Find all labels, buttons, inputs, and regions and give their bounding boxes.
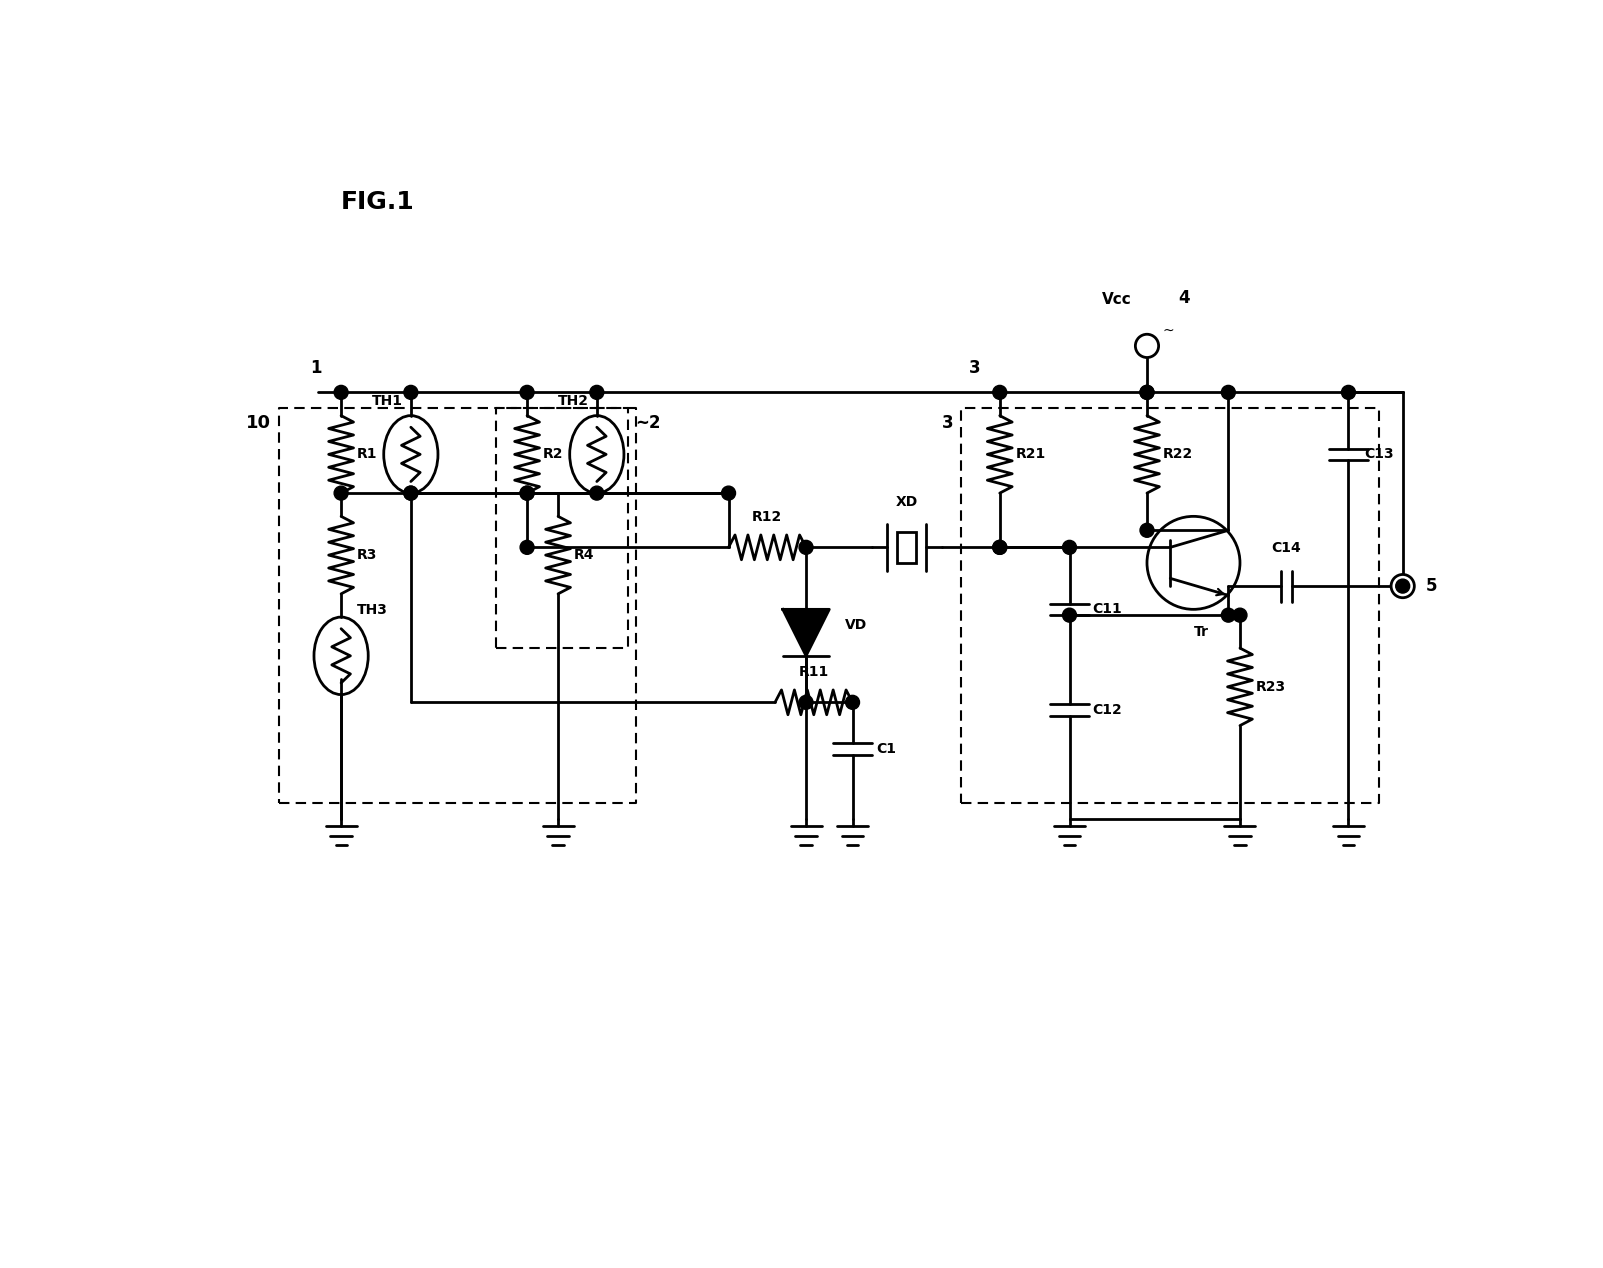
Text: R3: R3 bbox=[356, 548, 377, 562]
Circle shape bbox=[519, 486, 534, 500]
Text: 3: 3 bbox=[941, 415, 954, 432]
Text: R11: R11 bbox=[798, 666, 829, 680]
Circle shape bbox=[1140, 524, 1154, 538]
Text: ~: ~ bbox=[1162, 323, 1173, 337]
Text: FIG.1: FIG.1 bbox=[341, 190, 415, 214]
Circle shape bbox=[519, 385, 534, 399]
Circle shape bbox=[992, 540, 1007, 554]
Bar bbox=[898, 531, 917, 563]
Circle shape bbox=[992, 385, 1007, 399]
Text: R1: R1 bbox=[356, 448, 377, 462]
Circle shape bbox=[1391, 574, 1414, 597]
Circle shape bbox=[1140, 385, 1154, 399]
Circle shape bbox=[1342, 385, 1356, 399]
Text: R4: R4 bbox=[574, 548, 595, 562]
Text: VD: VD bbox=[845, 618, 867, 631]
Text: Tr: Tr bbox=[1194, 625, 1209, 639]
Circle shape bbox=[1221, 609, 1236, 623]
Text: C13: C13 bbox=[1364, 448, 1393, 462]
Text: 4: 4 bbox=[1178, 289, 1189, 307]
Text: R22: R22 bbox=[1162, 448, 1193, 462]
Circle shape bbox=[404, 486, 418, 500]
Circle shape bbox=[1135, 335, 1159, 358]
Text: C1: C1 bbox=[875, 742, 896, 756]
Text: ~2: ~2 bbox=[635, 415, 660, 432]
Text: C12: C12 bbox=[1093, 702, 1122, 718]
Circle shape bbox=[798, 540, 813, 554]
Circle shape bbox=[590, 486, 604, 500]
Text: 1: 1 bbox=[309, 359, 322, 377]
Circle shape bbox=[404, 385, 418, 399]
Circle shape bbox=[1140, 385, 1154, 399]
Circle shape bbox=[1221, 385, 1236, 399]
Text: 3: 3 bbox=[968, 359, 981, 377]
Circle shape bbox=[1063, 609, 1077, 623]
Text: C11: C11 bbox=[1093, 602, 1122, 616]
Circle shape bbox=[721, 486, 736, 500]
Text: C14: C14 bbox=[1271, 541, 1302, 555]
Circle shape bbox=[992, 540, 1007, 554]
Text: 10: 10 bbox=[247, 415, 271, 432]
Text: TH1: TH1 bbox=[372, 394, 402, 408]
Polygon shape bbox=[782, 610, 829, 656]
Circle shape bbox=[519, 486, 534, 500]
Circle shape bbox=[1233, 609, 1247, 623]
Circle shape bbox=[519, 540, 534, 554]
Text: R21: R21 bbox=[1015, 448, 1045, 462]
Text: 5: 5 bbox=[1427, 577, 1438, 595]
Circle shape bbox=[333, 486, 348, 500]
Text: Vcc: Vcc bbox=[1101, 292, 1132, 307]
Circle shape bbox=[404, 486, 418, 500]
Circle shape bbox=[1063, 540, 1077, 554]
Circle shape bbox=[333, 385, 348, 399]
Text: TH2: TH2 bbox=[558, 394, 588, 408]
Circle shape bbox=[590, 385, 604, 399]
Circle shape bbox=[1396, 579, 1409, 593]
Text: R12: R12 bbox=[752, 510, 782, 524]
Text: XD: XD bbox=[896, 495, 919, 508]
Circle shape bbox=[798, 695, 813, 709]
Text: R23: R23 bbox=[1255, 680, 1286, 694]
Text: TH3: TH3 bbox=[356, 604, 388, 618]
Circle shape bbox=[845, 695, 859, 709]
Text: R2: R2 bbox=[542, 448, 563, 462]
